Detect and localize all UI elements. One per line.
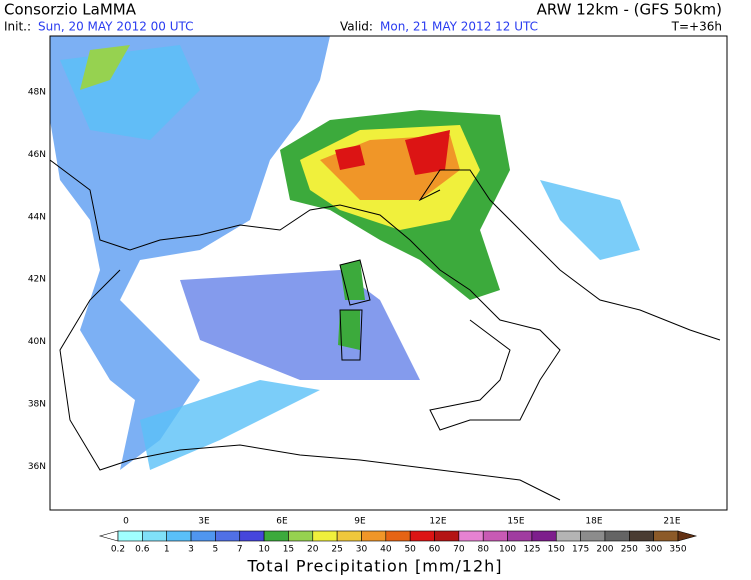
colorbar-label: 125 <box>523 545 540 555</box>
colorbar-box <box>239 530 265 542</box>
valid-value: Mon, 21 MAY 2012 12 UTC <box>380 20 538 34</box>
colorbar-label: 20 <box>307 545 319 555</box>
colorbar-label: 15 <box>283 545 294 555</box>
precip-east <box>540 180 640 260</box>
colorbar-label: 40 <box>380 545 392 555</box>
colorbar-box <box>288 530 314 542</box>
colorbar-label: 10 <box>258 545 270 555</box>
colorbar-box <box>336 530 362 542</box>
colorbar-label: 0.6 <box>135 545 150 555</box>
colorbar-box <box>385 530 411 542</box>
colorbar-box <box>190 530 216 542</box>
colorbar-label: 5 <box>213 545 219 555</box>
lon-labels: 0 3E 6E 9E 12E 15E 18E 21E <box>123 517 681 527</box>
left-title: Consorzio LaMMA <box>4 1 137 19</box>
lon-label: 21E <box>663 517 680 527</box>
lat-label: 48N <box>28 88 46 98</box>
lon-label: 9E <box>354 517 366 527</box>
colorbar-box <box>604 530 630 542</box>
lon-label: 15E <box>507 517 524 527</box>
colorbar-label: 200 <box>596 545 613 555</box>
init-value: Sun, 20 MAY 2012 00 UTC <box>38 20 194 34</box>
lon-label: 0 <box>123 517 129 527</box>
colorbar-label: 3 <box>188 545 194 555</box>
colorbar-label: 250 <box>621 545 638 555</box>
lat-label: 38N <box>28 400 46 410</box>
colorbar-box <box>507 530 533 542</box>
colorbar-label: 1 <box>164 545 170 555</box>
colorbar-box <box>458 530 484 542</box>
lon-label: 12E <box>429 517 446 527</box>
colorbar-box <box>482 530 508 542</box>
colorbar-box <box>653 530 679 542</box>
lat-label: 40N <box>28 337 46 347</box>
colorbar-box <box>117 530 143 542</box>
colorbar: 0.2 0.6 1 3 5 7 10 15 20 25 30 40 50 60 70 80 100 125 150 1… <box>98 530 698 555</box>
colorbar-label: 25 <box>331 545 342 555</box>
init-label: Init.: <box>4 20 31 34</box>
map-frame <box>49 35 728 511</box>
lat-labels: 48N 46N 44N 42N 40N 38N 36N <box>28 88 46 472</box>
lat-label: 44N <box>28 212 46 222</box>
colorbar-label: 100 <box>499 545 516 555</box>
colorbar-over <box>677 530 698 542</box>
colorbar-box <box>166 530 192 542</box>
colorbar-box <box>312 530 338 542</box>
colorbar-label: 70 <box>453 545 465 555</box>
colorbar-box <box>361 530 387 542</box>
lon-label: 18E <box>585 517 602 527</box>
colorbar-label: 300 <box>645 545 662 555</box>
lat-label: 42N <box>28 275 46 285</box>
precip-peak <box>335 130 450 175</box>
colorbar-label: 175 <box>572 545 589 555</box>
precip-south <box>140 380 320 470</box>
colorbar-box <box>580 530 606 542</box>
lat-label: 46N <box>28 150 46 160</box>
colorbar-label: 50 <box>404 545 416 555</box>
colorbar-label: 60 <box>429 545 441 555</box>
precip-north <box>80 45 130 90</box>
colorbar-box <box>629 530 654 542</box>
colorbar-box <box>263 530 289 542</box>
map-area <box>49 35 728 511</box>
colorbar-box <box>434 530 460 542</box>
colorbar-label: 350 <box>669 545 686 555</box>
colorbar-label: 80 <box>477 545 489 555</box>
colorbar-label: 7 <box>237 545 243 555</box>
colorbar-box <box>555 530 581 542</box>
colorbar-box <box>142 530 167 542</box>
colorbar-label: 30 <box>356 545 368 555</box>
lon-label: 6E <box>276 517 288 527</box>
colorbar-box <box>531 530 557 542</box>
coastlines <box>50 159 721 501</box>
valid-label: Valid: <box>340 20 373 34</box>
precip-west <box>50 36 330 470</box>
colorbar-box <box>409 530 435 542</box>
colorbar-title: Total Precipitation [mm/12h] <box>246 557 502 576</box>
colorbar-box <box>215 530 241 542</box>
colorbar-label: 0.2 <box>111 545 125 555</box>
colorbar-label: 150 <box>548 545 565 555</box>
right-title: ARW 12km - (GFS 50km) <box>537 1 722 19</box>
lat-label: 36N <box>28 462 46 472</box>
lon-label: 3E <box>198 517 210 527</box>
lead-time: T=+36h <box>671 20 722 34</box>
